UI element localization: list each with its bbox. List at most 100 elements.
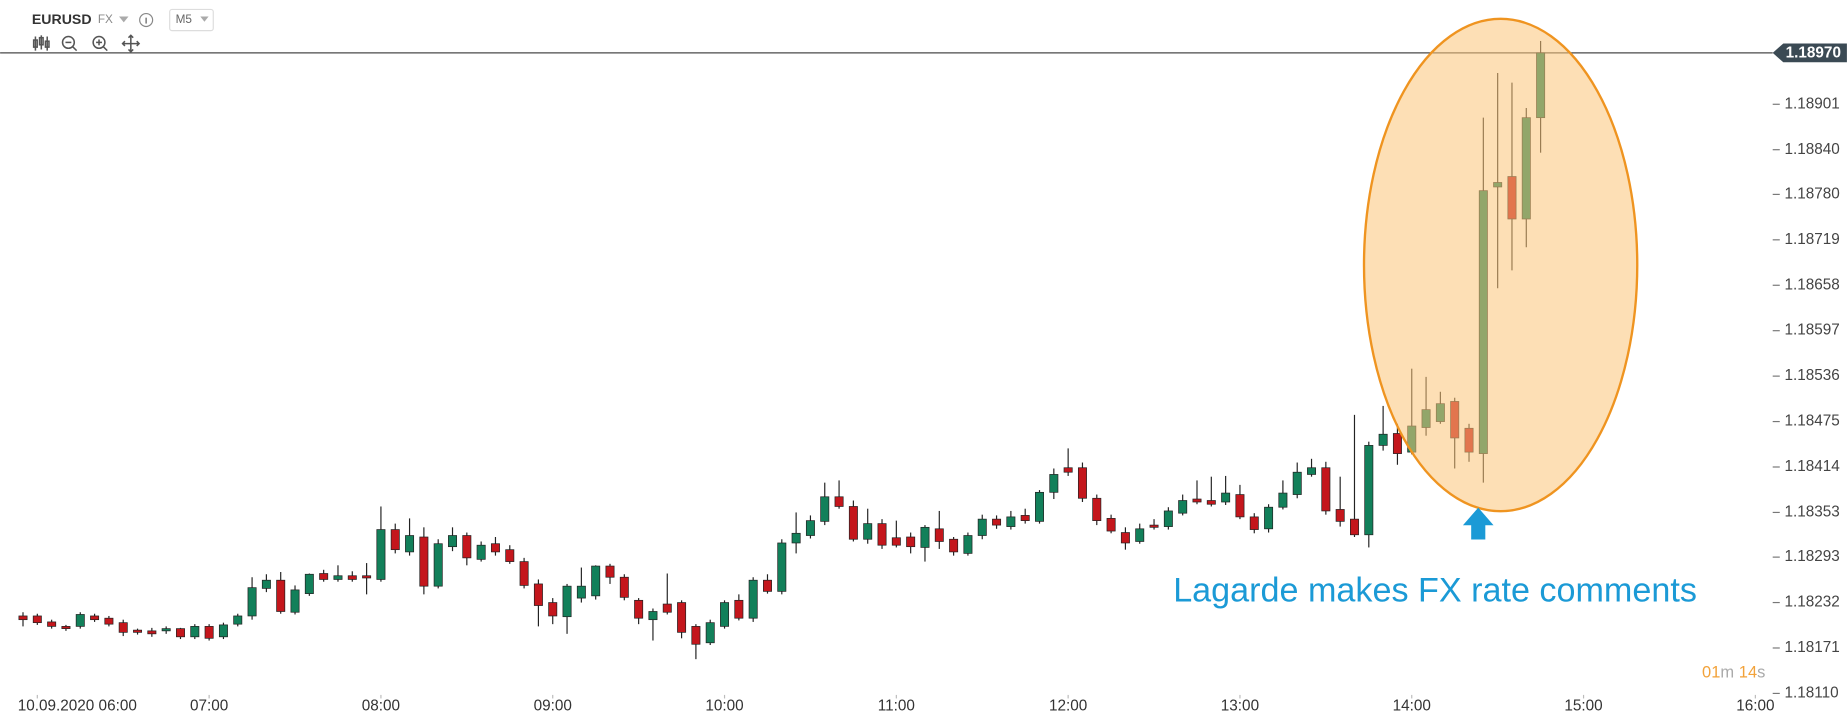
candle-body xyxy=(963,535,973,554)
candle-body xyxy=(619,576,629,598)
candle-body xyxy=(1235,494,1245,518)
x-tick-label: 11:00 xyxy=(878,698,915,715)
price-layer: 1.18110 1.18171 1.18232 1.18293 1.18353 1.184… xyxy=(0,43,1847,715)
toolbar: EURUSD FX M5 xyxy=(32,8,214,53)
candle-body xyxy=(1278,492,1288,508)
timeframe-box[interactable] xyxy=(169,8,214,32)
candle-body xyxy=(805,520,815,536)
candle-body xyxy=(1006,516,1016,527)
last-price-label: 1.18970 xyxy=(1786,45,1841,62)
candle-body xyxy=(1020,515,1030,521)
candle-body xyxy=(1092,497,1102,521)
candle-body xyxy=(1106,518,1116,532)
candle-body xyxy=(490,543,500,553)
y-tick-label: 1.18353 xyxy=(1784,503,1839,520)
candle-body xyxy=(519,561,529,586)
zoom-out[interactable] xyxy=(61,35,78,52)
y-tick-label: 1.18597 xyxy=(1784,322,1839,339)
candle-body xyxy=(934,528,944,542)
candle-body xyxy=(433,543,443,587)
info-icon[interactable] xyxy=(139,12,154,28)
candles-icon[interactable] xyxy=(32,35,50,51)
candle-body xyxy=(1221,492,1231,503)
candle-body xyxy=(1192,498,1202,503)
candle-body xyxy=(1035,491,1044,522)
candle-body xyxy=(319,573,329,580)
candle-body xyxy=(891,537,901,546)
y-tick-label: 1.18110 xyxy=(1784,684,1838,701)
candle-body xyxy=(247,587,257,617)
candle-body xyxy=(1321,467,1331,512)
x-tick-label: 08:00 xyxy=(362,698,400,715)
candle-body xyxy=(705,622,715,644)
y-tick-label: 1.18293 xyxy=(1784,548,1839,565)
candle-body xyxy=(1392,433,1402,454)
x-tick-label: 16:00 xyxy=(1736,698,1774,715)
countdown: 01m 14s xyxy=(1702,664,1765,682)
candle-body xyxy=(662,603,672,613)
symbol[interactable]: EURUSD xyxy=(32,11,92,27)
candle-body xyxy=(304,573,314,594)
candle-body xyxy=(1335,509,1345,522)
candle-body xyxy=(1307,467,1317,475)
candle-body xyxy=(691,626,701,645)
candle-body xyxy=(848,506,858,540)
x-tick-label: 07:00 xyxy=(190,698,228,715)
candle-body xyxy=(992,518,1002,526)
candle-body xyxy=(290,589,300,613)
candle-body xyxy=(190,626,200,638)
x-tick-label: 10.09.2020 06:00 xyxy=(18,698,137,715)
info-icon-bar xyxy=(145,17,147,24)
pan-icon[interactable] xyxy=(121,34,141,53)
candle-body xyxy=(863,523,873,540)
candle-body xyxy=(591,565,601,597)
y-tick-label: 1.18232 xyxy=(1784,594,1839,611)
candle-body xyxy=(1149,524,1159,528)
candle-body xyxy=(1063,467,1073,473)
candle-body xyxy=(448,535,457,548)
candle-body xyxy=(648,611,658,621)
candle-body xyxy=(1350,518,1359,536)
x-tick-label: 13:00 xyxy=(1221,698,1259,715)
candle-body xyxy=(562,585,572,618)
market[interactable]: FX xyxy=(98,13,113,26)
candle-body xyxy=(1378,433,1388,446)
candle-body xyxy=(720,602,730,627)
candle-body xyxy=(462,535,472,559)
candle-body xyxy=(90,615,100,621)
candle-body xyxy=(176,628,185,638)
y-tick-label: 1.18901 xyxy=(1784,95,1839,112)
candle-body xyxy=(734,599,744,619)
candle-body xyxy=(834,496,844,507)
timeframe[interactable]: M5 xyxy=(176,13,193,26)
candle-body xyxy=(505,549,515,562)
y-tick-label: 1.18536 xyxy=(1784,367,1839,384)
y-tick-label: 1.18719 xyxy=(1784,231,1839,248)
y-tick-label: 1.18658 xyxy=(1784,276,1839,293)
countdown-m: m xyxy=(1720,664,1734,682)
candle-body xyxy=(1249,516,1259,530)
candle-body xyxy=(791,532,801,544)
candle-body xyxy=(1077,467,1087,499)
candle-body xyxy=(147,630,157,635)
candle-body xyxy=(1364,445,1374,536)
candle-body xyxy=(47,621,57,627)
candle-body xyxy=(763,579,772,592)
candle-body xyxy=(118,622,128,633)
candle-body xyxy=(362,575,372,579)
timeframe-dropdown[interactable] xyxy=(200,16,209,22)
y-tick-label: 1.18840 xyxy=(1784,141,1839,158)
countdown-minutes: 01 xyxy=(1702,664,1720,682)
candle-body xyxy=(261,579,271,589)
annotation: Lagarde makes FX rate comments xyxy=(1173,571,1697,609)
candle-body xyxy=(376,529,386,580)
candle-body xyxy=(677,602,687,633)
x-tick-label: 14:00 xyxy=(1393,698,1431,715)
zoom-in[interactable] xyxy=(92,35,108,52)
candle-body xyxy=(75,614,85,627)
candle-body xyxy=(1135,528,1145,542)
candle-body xyxy=(32,615,42,624)
candle-body xyxy=(820,496,830,522)
market-dropdown[interactable] xyxy=(119,16,129,23)
